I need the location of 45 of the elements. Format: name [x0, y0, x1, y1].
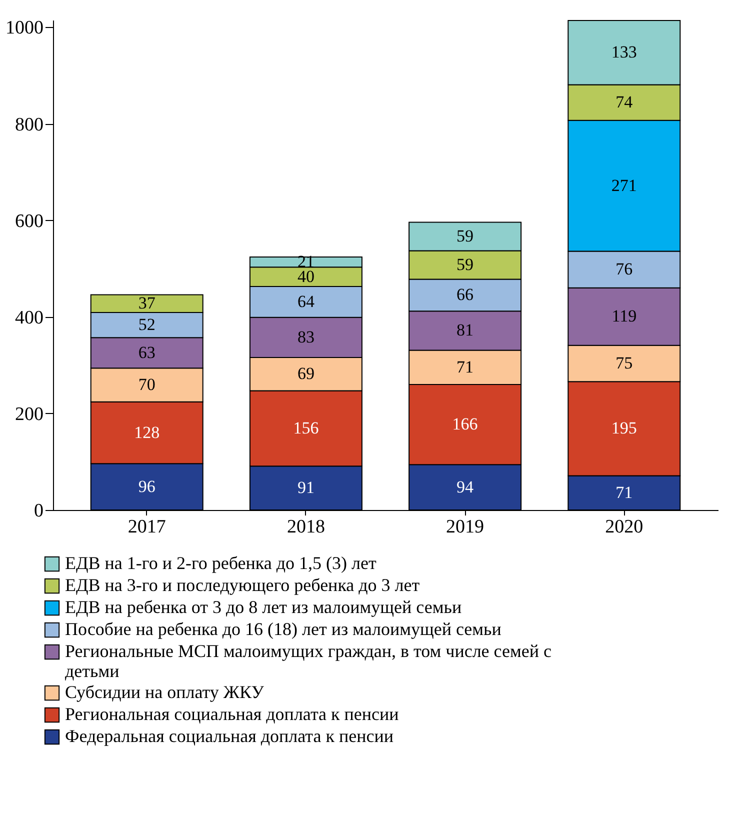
x-tick-label: 2019 — [446, 516, 484, 538]
data-label: 83 — [297, 327, 314, 346]
legend-label: ЕДВ на 3-го и последующего ребенка до 3 лет — [65, 575, 420, 595]
legend-label: Региональная социальная доплата к пенсии — [65, 704, 400, 724]
data-label: 91 — [297, 478, 314, 498]
y-tick-label: 1000 — [6, 18, 44, 39]
data-label: 64 — [297, 292, 315, 311]
y-tick-label: 0 — [34, 500, 44, 522]
data-label: 69 — [297, 364, 314, 384]
legend-label: ЕДВ на 1-го и 2-го ребенка до 1,5 (3) лет — [65, 553, 377, 573]
data-label: 71 — [616, 482, 633, 502]
data-label: 119 — [612, 306, 637, 326]
y-tick-label: 600 — [15, 210, 44, 232]
legend-label: Пособие на ребенка до 16 (18) лет из малоимущей семьи — [65, 619, 502, 639]
data-label: 71 — [456, 357, 474, 376]
data-label: 59 — [456, 226, 474, 246]
x-tick-label: 2020 — [605, 516, 644, 538]
data-label: 74 — [616, 92, 634, 112]
data-label: 76 — [616, 260, 633, 279]
data-label: 75 — [616, 353, 633, 372]
data-label: 94 — [456, 477, 474, 496]
data-label: 66 — [456, 285, 474, 304]
legend-label: Региональные МСП малоимущих граждан, в том числе семей с детьми — [65, 641, 552, 681]
y-tick-label: 200 — [15, 404, 44, 425]
data-label: 195 — [611, 418, 637, 438]
data-label: 52 — [138, 315, 156, 334]
data-label: 166 — [452, 414, 478, 434]
data-label: 40 — [297, 266, 314, 286]
data-label: 63 — [138, 342, 156, 362]
legend-label: Федеральная социальная доплата к пенсии — [65, 726, 394, 746]
data-label: 37 — [138, 294, 156, 313]
data-label: 133 — [611, 42, 637, 62]
data-label: 96 — [138, 476, 156, 496]
y-tick-label: 800 — [15, 114, 44, 136]
y-tick-label: 400 — [15, 307, 44, 328]
data-label: 156 — [293, 418, 319, 438]
x-tick-label: 2018 — [286, 516, 325, 538]
data-label: 70 — [138, 374, 156, 394]
legend-label: ЕДВ на ребенка от 3 до 8 лет из малоимущей семьи — [65, 597, 462, 617]
legend-label: Субсидии на оплату ЖКУ — [65, 682, 264, 702]
data-label: 128 — [134, 422, 160, 442]
x-tick-label: 2017 — [128, 516, 166, 538]
data-label: 81 — [456, 320, 474, 340]
data-label: 271 — [611, 176, 637, 195]
data-label: 59 — [456, 255, 474, 274]
